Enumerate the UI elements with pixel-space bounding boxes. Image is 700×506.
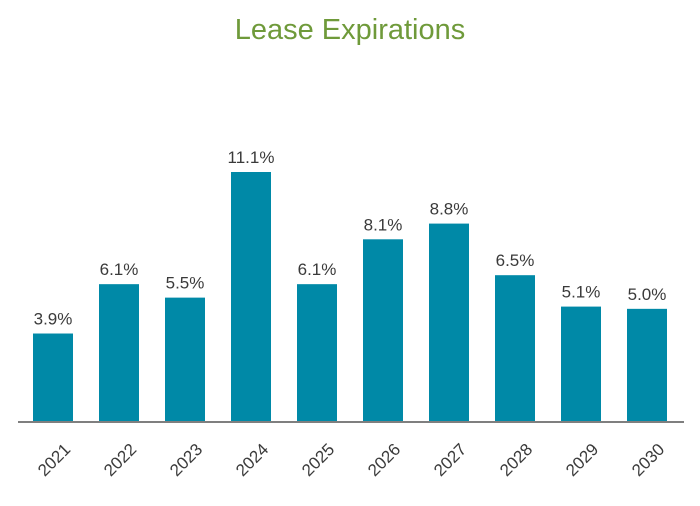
bar-2026 [363,239,403,421]
tick-label-2023: 2023 [166,440,206,480]
data-label-2029: 5.1% [562,283,601,302]
data-label-2022: 6.1% [100,260,139,279]
tick-label-2024: 2024 [232,440,272,480]
tick-label-2030: 2030 [628,440,668,480]
tick-label-2027: 2027 [430,440,470,480]
bar-2030 [627,308,667,421]
bar-2022 [99,284,139,421]
bar-2021 [33,333,73,421]
data-labels-group: 3.9% 6.1% 5.5% 11.1% 6.1% 8.1% 8.8% 6.5% 5.1% 5.0… [34,148,667,329]
bar-2023 [165,297,205,421]
data-label-2024: 11.1% [228,148,275,167]
tick-label-2028: 2028 [496,440,536,480]
bar-2025 [297,284,337,421]
bar-2028 [495,275,535,421]
tick-labels-group: 2021 2022 2023 2024 2025 2026 2027 2028 2029 2030 [34,440,668,480]
bars-group [33,172,667,421]
tick-label-2029: 2029 [562,440,602,480]
bar-2029 [561,306,601,421]
data-label-2028: 6.5% [496,251,535,270]
data-label-2025: 6.1% [298,260,337,279]
data-label-2023: 5.5% [166,274,205,293]
tick-label-2021: 2021 [34,440,74,480]
data-label-2026: 8.1% [364,215,403,234]
tick-label-2025: 2025 [298,440,338,480]
bar-2027 [429,223,469,421]
bar-2024 [231,172,271,421]
tick-label-2026: 2026 [364,440,404,480]
data-label-2030: 5.0% [628,285,667,304]
data-label-2027: 8.8% [430,200,469,219]
tick-label-2022: 2022 [100,440,140,480]
chart-title: Lease Expirations [234,14,466,46]
data-label-2021: 3.9% [34,310,73,329]
